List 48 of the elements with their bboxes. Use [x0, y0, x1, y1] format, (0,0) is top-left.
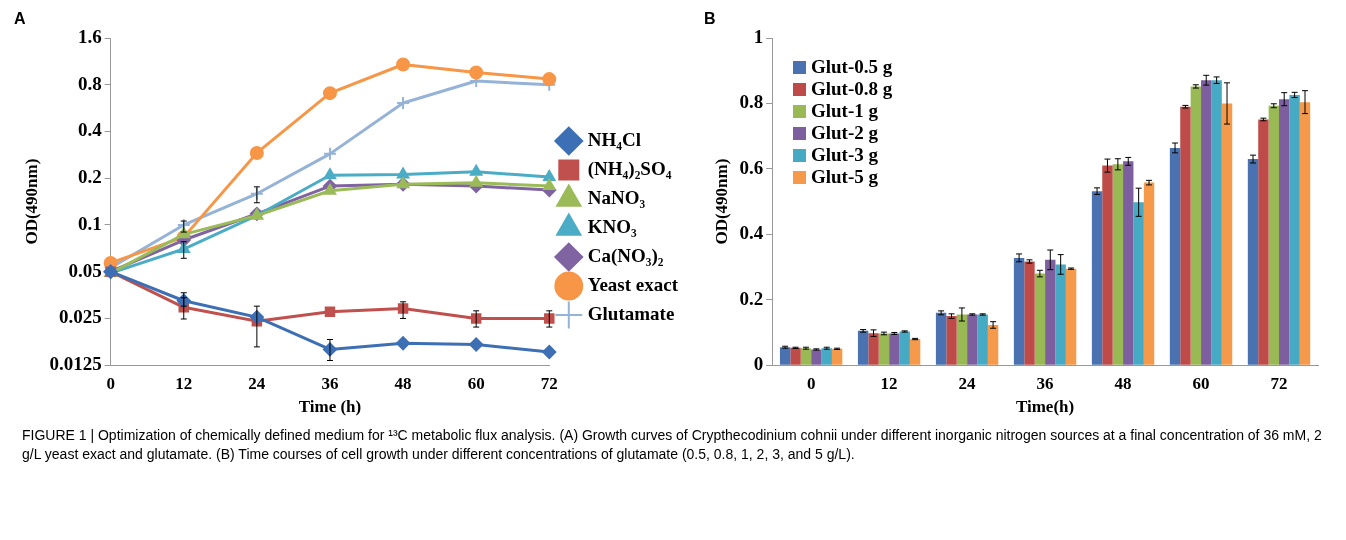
x-axis-title: Time(h): [1015, 397, 1075, 417]
legend-label: Glut-1 g: [811, 100, 879, 122]
legend-label: (NH₄)₂SO₄: [587, 157, 672, 180]
x-tick-label: 0: [106, 373, 115, 393]
x-tick-label: 60: [1192, 373, 1210, 393]
y-tick-label: 0.05: [68, 259, 102, 281]
legend-label: Glutamate: [587, 302, 675, 324]
y-tick-label: 0: [753, 353, 764, 375]
x-tick-label: 12: [175, 373, 193, 393]
y-tick-label: 0.025: [58, 306, 102, 328]
legend-label: Yeast exact: [587, 273, 679, 295]
y-tick-label: 0.0125: [49, 353, 102, 375]
caption: FIGURE 1 | Optimization of chemically defined medium for ¹³C metabolic flux analysis. (A) Growth curves of Crypthecodinium cohnii under different inorganic nitrogen sources at a final concentration of 36 mM, 2 g/L yeast exact and glutamate. (B) Time courses of cell growth under different concentrations of glutamate (0.5, 0.8, 1, 2, 3, and 5 g/L).: [21, 426, 1323, 464]
text: B: [704, 10, 716, 28]
legend-label: NaNO₃: [587, 186, 646, 208]
y-tick-label: 0.1: [77, 212, 102, 234]
x-tick-label: 72: [1270, 373, 1288, 393]
x-tick-label: 12: [880, 373, 898, 393]
x-tick-label: 36: [1036, 373, 1054, 393]
y-tick-label: 0.4: [739, 222, 764, 244]
y-tick-label: 0.4: [77, 119, 103, 141]
legend-label: Glut-2 g: [811, 122, 879, 144]
legend-label: Glut-3 g: [811, 144, 879, 166]
x-tick-label: 48: [1114, 373, 1132, 393]
legend-label: Ca(NO₃)₂: [587, 244, 664, 267]
y-tick-label: 0.2: [739, 287, 764, 309]
y-tick-label: 1: [753, 25, 764, 47]
y-tick-label: 0.8: [77, 72, 102, 94]
y-tick-label: 0.6: [739, 156, 764, 178]
y-tick-label: 0.8: [739, 91, 764, 113]
x-tick-label: 0: [806, 373, 816, 393]
x-tick-label: 24: [248, 373, 266, 393]
legend-label: Glut-0.8 g: [811, 78, 893, 100]
text: A: [14, 10, 26, 28]
x-tick-label: 72: [540, 373, 558, 393]
y-axis-title: OD(490nm): [21, 158, 41, 245]
x-tick-label: 36: [321, 373, 339, 393]
x-axis-title: Time (h): [298, 397, 362, 417]
x-tick-label: 60: [467, 373, 485, 393]
legend-label: Glut-5 g: [811, 166, 879, 188]
legend-label: Glut-0.5 g: [811, 56, 893, 78]
y-tick-label: 1.6: [77, 25, 102, 47]
x-tick-label: 48: [394, 373, 412, 393]
x-tick-label: 24: [958, 373, 977, 393]
legend-label: KNO₃: [587, 215, 638, 237]
y-axis-title: OD(490nm): [711, 158, 731, 245]
y-tick-label: 0.2: [77, 166, 102, 188]
legend-label: NH₄Cl: [587, 128, 641, 150]
